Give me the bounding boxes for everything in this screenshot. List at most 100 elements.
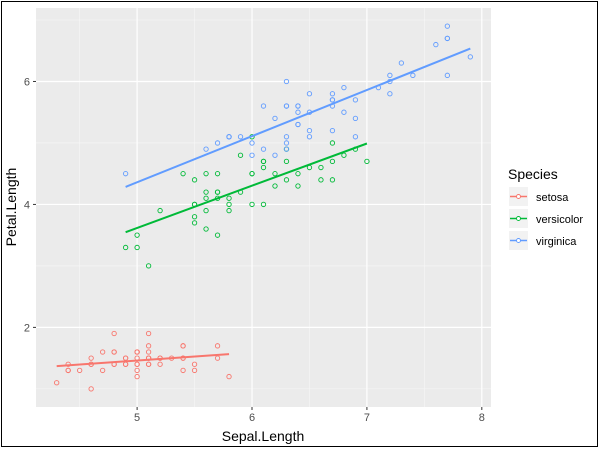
data-point-versicolor <box>318 164 324 171</box>
data-point-versicolor <box>214 232 221 238</box>
x-tick-label: 7 <box>364 412 370 424</box>
data-point-versicolor <box>364 158 370 165</box>
data-point-virginica <box>398 60 405 66</box>
data-point-versicolor <box>191 177 198 183</box>
data-point-versicolor <box>226 207 232 214</box>
data-point-virginica <box>237 134 244 140</box>
data-point-setosa <box>145 361 152 367</box>
legend-label-setosa: setosa <box>536 192 569 204</box>
data-point-setosa <box>145 330 152 337</box>
data-point-setosa <box>214 355 221 361</box>
data-point-virginica <box>329 91 336 97</box>
data-point-setosa <box>99 349 106 355</box>
legend-label-virginica: virginica <box>536 236 577 248</box>
data-point-setosa <box>88 386 94 392</box>
data-point-versicolor <box>237 152 244 158</box>
data-point-versicolor <box>318 177 324 183</box>
data-point-virginica <box>283 78 290 85</box>
data-point-versicolor <box>214 171 221 177</box>
y-tick-label: 6 <box>24 76 30 88</box>
x-tick-label: 8 <box>479 412 485 424</box>
data-point-virginica <box>283 103 290 109</box>
data-point-virginica <box>433 41 439 48</box>
data-point-versicolor <box>203 189 209 195</box>
data-point-versicolor <box>180 171 186 177</box>
fit-lines <box>56 47 471 368</box>
data-point-versicolor <box>272 183 278 189</box>
data-point-setosa <box>191 367 198 374</box>
fit-line-virginica <box>125 47 471 188</box>
data-point-versicolor <box>260 164 267 171</box>
data-point-virginica <box>306 128 313 134</box>
data-point-virginica <box>329 128 336 134</box>
data-point-virginica <box>203 146 209 152</box>
data-point-virginica <box>214 140 221 146</box>
data-point-virginica <box>260 146 267 152</box>
data-point-versicolor <box>203 171 209 177</box>
data-point-virginica <box>272 115 278 122</box>
data-point-virginica <box>226 134 232 140</box>
data-point-virginica <box>444 23 450 29</box>
data-point-setosa <box>77 367 83 374</box>
data-point-versicolor <box>203 207 209 214</box>
y-tick-label: 2 <box>24 322 30 334</box>
legend: Species setosa versicolor virginica <box>508 166 583 250</box>
data-point-virginica <box>329 97 336 103</box>
data-point-virginica <box>352 97 359 103</box>
data-point-setosa <box>88 355 94 361</box>
data-point-versicolor <box>249 171 255 177</box>
legend-key-point-setosa <box>516 194 521 199</box>
data-point-virginica <box>467 54 473 60</box>
data-point-virginica <box>283 134 290 140</box>
data-point-versicolor <box>191 220 198 226</box>
data-point-versicolor <box>214 189 221 195</box>
data-point-versicolor <box>134 232 140 238</box>
data-point-versicolor <box>329 177 336 183</box>
data-point-setosa <box>111 349 117 355</box>
data-point-virginica <box>306 134 313 140</box>
data-point-setosa <box>99 367 106 374</box>
legend-label-versicolor: versicolor <box>536 214 583 226</box>
grid-lines <box>36 8 491 407</box>
data-point-versicolor <box>283 177 290 183</box>
x-tick-label: 5 <box>134 412 140 424</box>
data-point-versicolor <box>122 244 129 251</box>
data-point-setosa <box>157 361 163 367</box>
data-point-versicolor <box>260 201 267 208</box>
data-point-versicolor <box>272 171 278 177</box>
data-point-setosa <box>134 349 140 355</box>
data-point-setosa <box>111 330 117 337</box>
data-point-virginica <box>387 72 393 78</box>
x-tick-label: 6 <box>249 412 255 424</box>
fit-line-setosa <box>56 353 230 368</box>
data-point-setosa <box>54 380 60 386</box>
data-point-virginica <box>260 103 267 109</box>
data-point-setosa <box>134 367 140 374</box>
data-point-setosa <box>180 367 186 374</box>
data-point-versicolor <box>226 195 232 201</box>
legend-title: Species <box>508 166 558 182</box>
data-point-versicolor <box>191 214 198 220</box>
data-point-virginica <box>249 152 255 158</box>
data-point-virginica <box>249 140 255 146</box>
data-point-virginica <box>272 152 278 158</box>
data-point-versicolor <box>260 158 267 165</box>
data-point-virginica <box>306 91 313 97</box>
data-point-versicolor <box>329 158 336 165</box>
data-point-virginica <box>295 121 301 128</box>
data-point-virginica <box>352 115 359 122</box>
data-point-virginica <box>387 91 393 97</box>
data-point-versicolor <box>203 226 209 232</box>
data-point-virginica <box>295 103 301 109</box>
data-point-setosa <box>65 367 71 374</box>
data-point-setosa <box>145 349 152 355</box>
data-point-versicolor <box>283 158 290 165</box>
data-point-versicolor <box>203 195 209 201</box>
axis-ticks: 5 6 7 8 2 4 6 <box>24 76 485 424</box>
data-point-versicolor <box>157 207 163 214</box>
legend-key-point-versicolor <box>516 216 521 221</box>
data-point-virginica <box>283 146 290 152</box>
data-point-setosa <box>214 343 221 349</box>
